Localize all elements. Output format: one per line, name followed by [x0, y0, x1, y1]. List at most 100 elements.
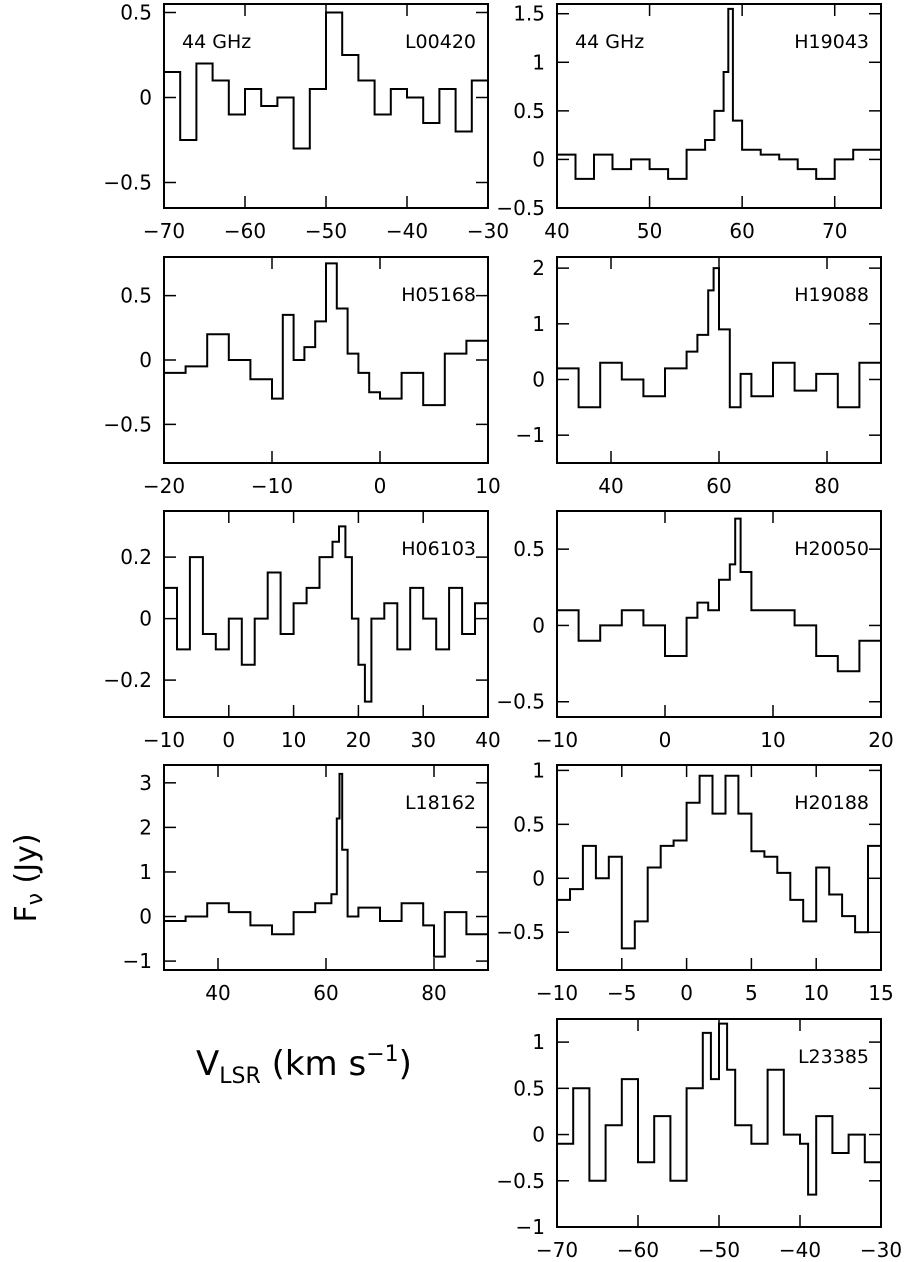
- y-tick-label: −0.5: [496, 690, 545, 714]
- x-tick-label: 60: [313, 981, 338, 1005]
- panel-frame: [163, 510, 489, 718]
- y-tick-label: 0: [532, 1123, 545, 1147]
- y-tick-label: 0.5: [513, 812, 545, 836]
- spectrum-line: [557, 1022, 882, 1196]
- y-axis-title-unit: (Jy): [9, 833, 44, 893]
- source-name-label: H20188: [794, 792, 869, 814]
- y-tick-label: 0: [139, 607, 152, 631]
- y-tick-label: 2: [139, 815, 152, 839]
- x-tick-label: 10: [281, 728, 306, 752]
- y-tick-label: −0.5: [496, 920, 545, 944]
- x-tick-label: 0: [222, 728, 235, 752]
- frequency-label: 44 GHz: [575, 31, 644, 53]
- y-tick-label: 0.5: [120, 1, 152, 25]
- spectrum-line: [164, 772, 489, 958]
- y-tick-label: 0: [139, 905, 152, 929]
- x-tick-label: 50: [637, 219, 662, 243]
- spectrum-line: [164, 525, 488, 703]
- y-tick-label: 0.5: [513, 537, 545, 561]
- y-tick-label: 1.5: [513, 2, 545, 26]
- x-axis-title-exponent: −1: [366, 1042, 398, 1067]
- x-tick-label: 40: [544, 219, 569, 243]
- panel-l18162: 40 60 80 −1 0 1 2 3 L18162: [123, 764, 489, 1005]
- source-name-label: H20050: [794, 538, 869, 560]
- y-tick-label: 0: [532, 367, 545, 391]
- source-name-label: H19088: [794, 284, 869, 306]
- y-tick-label: 0: [139, 348, 152, 372]
- spectrum-line: [557, 267, 882, 409]
- x-tick-label: −10: [251, 474, 293, 498]
- panel-frame: [556, 3, 882, 209]
- y-axis-title-subscript: ν: [23, 893, 48, 905]
- x-tick-label: −70: [143, 219, 185, 243]
- x-tick-label: −40: [386, 219, 428, 243]
- y-tick-label: 1: [139, 860, 152, 884]
- x-tick-label: −10: [536, 981, 578, 1005]
- x-tick-label: 5: [745, 981, 758, 1005]
- x-tick-label: 20: [868, 728, 893, 752]
- x-tick-label: −70: [536, 1238, 578, 1262]
- x-tick-label: 30: [410, 728, 435, 752]
- x-tick-label: −60: [617, 1238, 659, 1262]
- panel-h05168: −20 −10 0 10 −0.5 0 0.5 H05168: [103, 256, 501, 498]
- source-name-label: H06103: [401, 538, 476, 560]
- x-axis-title-subscript: LSR: [219, 1064, 261, 1089]
- x-tick-label: −10: [536, 728, 578, 752]
- y-axis-title-main: F: [9, 905, 44, 922]
- y-axis-title: Fν (Jy): [9, 833, 48, 922]
- x-tick-label: −30: [860, 1238, 902, 1262]
- y-tick-label: 2: [532, 256, 545, 280]
- frequency-label: 44 GHz: [182, 31, 251, 53]
- y-tick-label: 1: [532, 758, 545, 782]
- x-axis-title-unit: (km s: [261, 1044, 366, 1084]
- panel-h19088: 40 60 80 −1 0 1 2 H19088: [516, 256, 882, 498]
- y-tick-label: −1: [123, 949, 152, 973]
- y-tick-label: 0: [139, 86, 152, 110]
- x-tick-label: −10: [143, 728, 185, 752]
- source-name-label: H19043: [794, 31, 869, 53]
- y-tick-label: 0.2: [120, 545, 152, 569]
- y-tick-label: 0: [532, 866, 545, 890]
- source-name-label: L00420: [405, 31, 476, 53]
- y-tick-label: 1: [532, 312, 545, 336]
- x-tick-label: 0: [659, 728, 672, 752]
- spectrum-line: [164, 11, 489, 150]
- x-tick-label: 10: [475, 474, 500, 498]
- x-tick-label: 40: [475, 728, 500, 752]
- y-tick-label: 0: [532, 147, 545, 171]
- source-name-label: L23385: [798, 1046, 869, 1068]
- x-tick-label: 0: [680, 981, 693, 1005]
- panel-l00420: −70 −60 −50 −40 −30 −0.5 0 0.5 L00420 44 GHz: [103, 1, 509, 244]
- y-tick-label: 1: [532, 50, 545, 74]
- spectrum-line: [557, 517, 882, 673]
- spectrum-line: [557, 774, 882, 950]
- panel-h20188: −10 −5 0 5 10 15 −0.5 0 0.5 1 H20188: [496, 758, 893, 1005]
- x-tick-label: 0: [374, 474, 387, 498]
- y-tick-label: 0.5: [513, 1076, 545, 1100]
- y-tick-label: −0.5: [496, 196, 545, 220]
- x-tick-label: 60: [706, 474, 731, 498]
- x-axis-title-close: ): [399, 1044, 412, 1084]
- source-name-label: L18162: [405, 792, 476, 814]
- x-axis-title: VLSR (km s−1): [196, 1042, 412, 1089]
- x-tick-label: −5: [607, 981, 636, 1005]
- x-tick-label: 80: [421, 981, 446, 1005]
- y-tick-label: −0.5: [496, 1169, 545, 1193]
- x-tick-label: 20: [346, 728, 371, 752]
- x-tick-label: 60: [729, 219, 754, 243]
- panel-h20050: −10 0 10 20 −0.5 0 0.5 H20050: [496, 510, 894, 752]
- x-tick-label: −20: [143, 474, 185, 498]
- y-tick-label: 0.5: [120, 284, 152, 308]
- spectrum-line: [164, 262, 489, 407]
- y-tick-label: −1: [516, 423, 545, 447]
- x-tick-label: 10: [760, 728, 785, 752]
- panel-h06103: −10 0 10 20 30 40 −0.2 0 0.2 H06103: [103, 510, 501, 752]
- y-tick-label: 0.5: [513, 99, 545, 123]
- x-tick-label: 40: [205, 981, 230, 1005]
- panel-frame: [556, 764, 882, 971]
- y-tick-label: −0.5: [103, 412, 152, 436]
- spectrum-line: [557, 7, 882, 180]
- y-tick-label: −1: [516, 1215, 545, 1239]
